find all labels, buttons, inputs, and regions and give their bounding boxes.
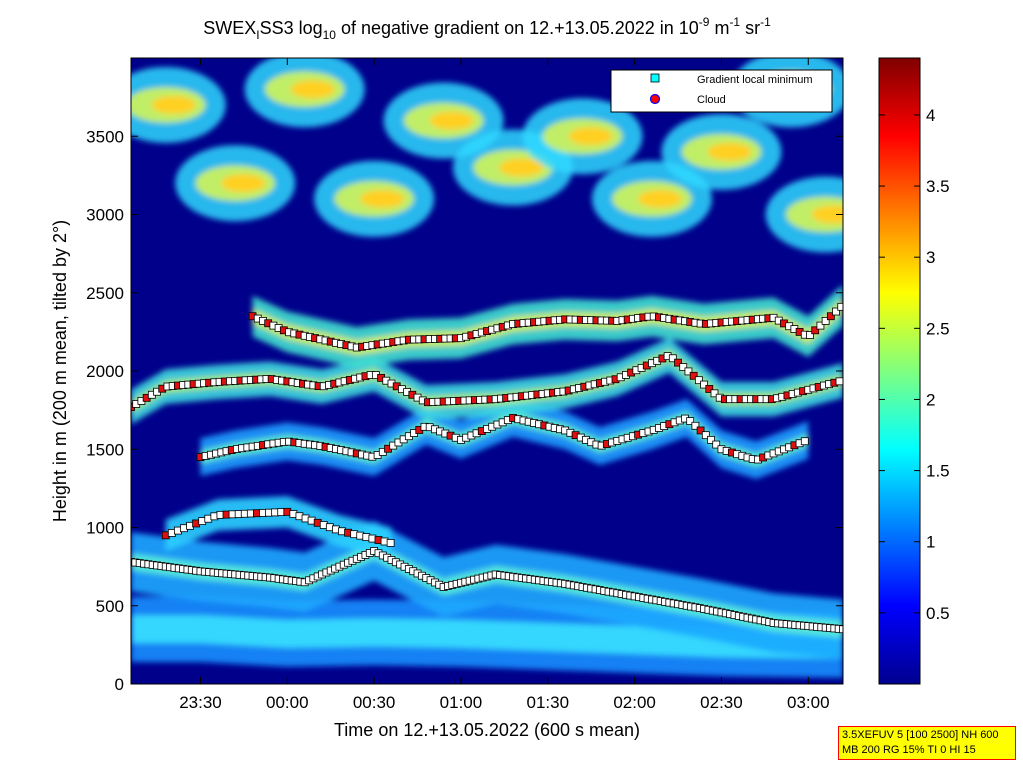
x-tick-label: 02:30: [700, 693, 743, 712]
colorbar-tick-label: 2.5: [926, 319, 950, 338]
marker-1500: [686, 417, 695, 425]
marker-1900: [705, 385, 714, 393]
patch-core: [637, 189, 682, 208]
title-sup1: -9: [699, 15, 710, 29]
marker-2200: [816, 321, 825, 330]
x-tick-label: 01:00: [440, 693, 483, 712]
patch-core: [499, 158, 544, 177]
colorbar-tick-label: 0.5: [926, 604, 950, 623]
y-tick-label: 1000: [86, 519, 124, 538]
legend-marker-cloud: [649, 93, 661, 105]
x-axis-label: Time on 12.+13.05.2022 (600 s mean): [334, 720, 640, 740]
y-tick-label: 2500: [86, 284, 124, 303]
marker-1500: [707, 435, 715, 444]
marker-1500: [701, 431, 710, 440]
marker-1900: [694, 376, 703, 385]
marker-bl: [839, 625, 843, 634]
band-bl-core: [131, 542, 843, 638]
marker-2200: [832, 307, 840, 316]
y-tick-label: 3500: [86, 127, 124, 146]
patch-core: [360, 189, 405, 208]
title-part2: SS3 log: [260, 18, 323, 38]
y-axis-label: Height in m (200 m mean, tilted by 2°): [50, 220, 70, 522]
legend-label-cloud: Cloud: [697, 94, 726, 106]
marker-1900: [700, 380, 708, 389]
marker-1900: [684, 367, 693, 376]
colorbar-tick-label: 3: [926, 248, 935, 267]
y-tick-label: 1500: [86, 440, 124, 459]
band-ground-core: [131, 615, 843, 659]
legend-marker-minimum: [650, 73, 660, 83]
marker-2200: [826, 312, 835, 321]
y-tick-label: 3000: [86, 206, 124, 225]
x-tick-label: 00:00: [266, 693, 309, 712]
plot-area: [130, 57, 844, 685]
colorbar: 0.5 1 1.5 2 2.5 3 3.5 4: [878, 57, 950, 685]
patch-core: [568, 127, 613, 146]
patch-core: [707, 142, 752, 161]
colorbar-gradient: [879, 58, 920, 684]
y-tick-label: 0: [115, 675, 124, 694]
patch-core: [811, 205, 843, 224]
title-part2-sub: 10: [323, 28, 337, 42]
marker-1500: [800, 437, 809, 446]
info-line-2: MB 200 RG 15% TI 0 HI 15: [842, 744, 976, 756]
title-part5: sr: [740, 18, 760, 38]
y-tick-label: 500: [96, 597, 124, 616]
title-part1-sub: I: [256, 28, 259, 42]
title-sup3: -1: [760, 15, 771, 29]
legend-label-minimum: Gradient local minimum: [697, 74, 813, 86]
colorbar-ticks: 0.5 1 1.5 2 2.5 3 3.5 4: [879, 106, 950, 623]
marker-1900: [689, 371, 698, 380]
band-bl: [131, 521, 843, 659]
legend: Gradient local minimum Cloud: [610, 69, 833, 113]
colorbar-tick-label: 4: [926, 106, 935, 125]
marker-1900: [674, 358, 682, 367]
marker-1500: [712, 440, 721, 449]
marker-2200: [806, 331, 814, 339]
y-axis: 0 500 1000 1500 2000 2500 3000 3500: [86, 127, 843, 694]
marker-1900: [710, 389, 719, 398]
x-tick-label: 01:30: [527, 693, 570, 712]
title-sup2: -1: [729, 15, 740, 29]
x-tick-label: 00:30: [353, 693, 396, 712]
colorbar-frame: [878, 57, 921, 685]
title-part1: SWEX: [203, 18, 256, 38]
x-tick-label: 23:30: [179, 693, 222, 712]
patch-core: [151, 95, 196, 114]
marker-1500: [696, 426, 705, 435]
legend-box: [610, 69, 833, 113]
marker-1000: [386, 539, 395, 547]
marker-1900: [668, 354, 677, 363]
marker-1900: [679, 363, 688, 371]
parameter-info-box: 3.5XEFUV 5 [100 2500] NH 600 MB 200 RG 1…: [838, 726, 1016, 760]
marker-2200: [811, 326, 820, 335]
info-line-1: 3.5XEFUV 5 [100 2500] NH 600: [842, 729, 999, 741]
marker-1900: [835, 377, 843, 386]
x-tick-label: 02:00: [613, 693, 656, 712]
title-part3: of negative gradient on 12.+13.05.2022 i…: [336, 18, 699, 38]
patch-core: [290, 80, 335, 99]
marker-2200: [837, 302, 843, 311]
marker-1500: [691, 421, 700, 430]
marker-2200: [821, 317, 830, 325]
patch-core: [429, 111, 474, 130]
y-tick-label: 2000: [86, 362, 124, 381]
colorbar-tick-label: 3.5: [926, 177, 950, 196]
marker-layer: [131, 302, 843, 634]
patch-core: [221, 174, 266, 193]
title-part4: m: [709, 18, 729, 38]
x-axis: 23:30 00:00 00:30 01:00 01:30 02:00 02:30 03:00: [179, 58, 830, 712]
colorbar-tick-label: 1: [926, 533, 935, 552]
x-tick-label: 03:00: [787, 693, 830, 712]
colorbar-tick-label: 1.5: [926, 462, 950, 481]
colorbar-tick-label: 2: [926, 390, 935, 409]
chart-title: SWEXISS3 log10 of negative gradient on 1…: [203, 15, 771, 42]
